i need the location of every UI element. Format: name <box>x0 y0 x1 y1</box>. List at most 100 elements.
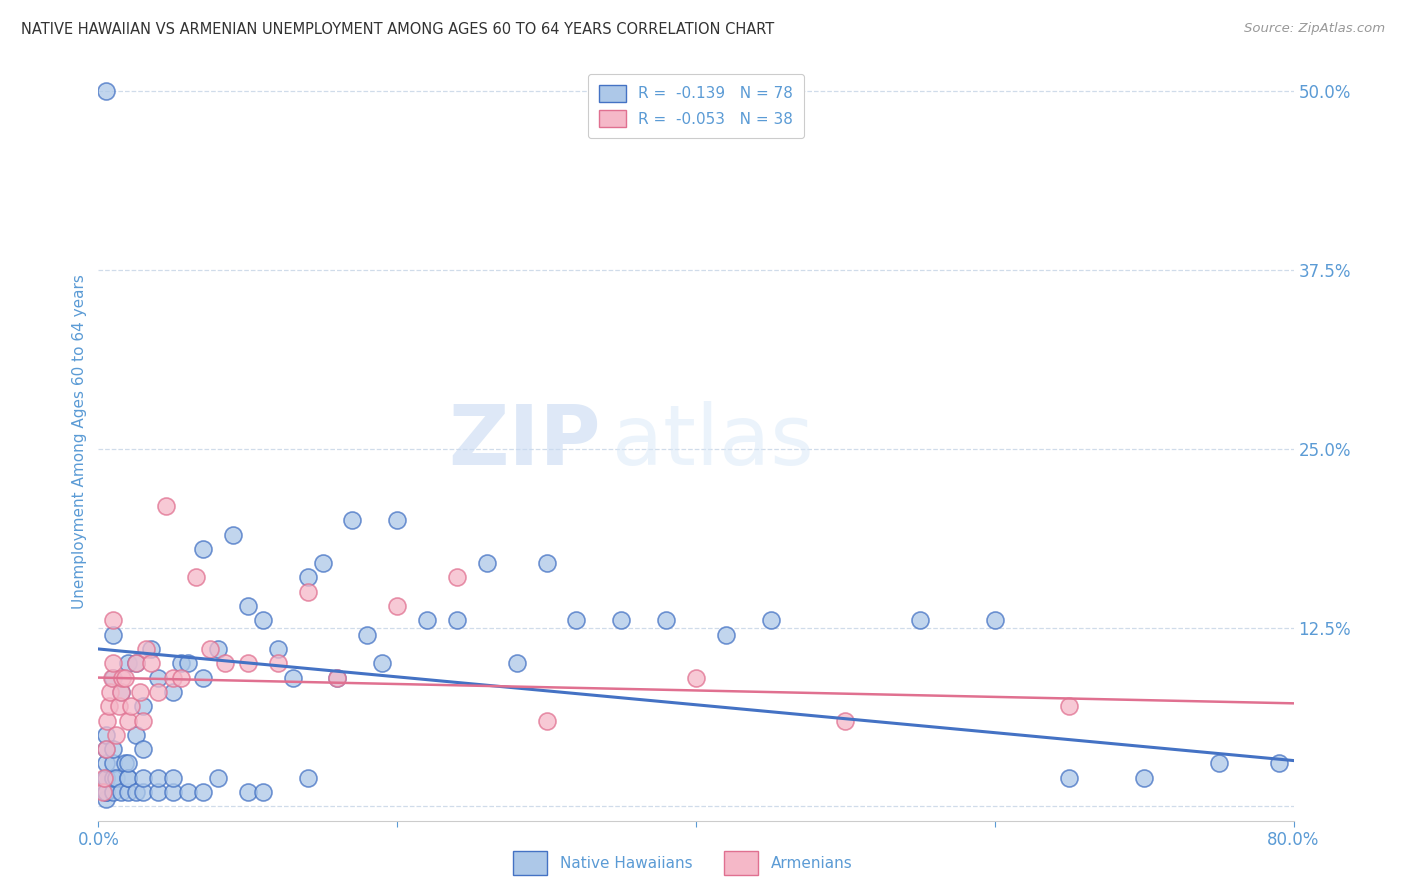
Point <box>148 785 170 799</box>
Point <box>105 728 128 742</box>
Point <box>94 742 117 756</box>
Point <box>297 584 319 599</box>
Point <box>94 771 117 785</box>
Point <box>132 714 155 728</box>
Point <box>148 685 170 699</box>
Point <box>267 657 290 671</box>
Point <box>94 771 117 785</box>
Point <box>984 613 1007 627</box>
Text: ZIP: ZIP <box>449 401 600 482</box>
Point <box>117 657 139 671</box>
Point <box>155 499 177 513</box>
Point <box>162 785 184 799</box>
Point <box>129 685 152 699</box>
Point <box>311 556 333 570</box>
Point <box>416 613 439 627</box>
FancyBboxPatch shape <box>724 851 758 875</box>
Point <box>536 714 558 728</box>
Point <box>536 556 558 570</box>
Point <box>132 699 155 714</box>
Point <box>371 657 394 671</box>
Point <box>108 699 131 714</box>
Point <box>125 785 148 799</box>
Point <box>191 785 214 799</box>
Point <box>114 756 136 771</box>
Point <box>117 714 139 728</box>
Point <box>475 556 498 570</box>
Point <box>385 599 409 613</box>
Point <box>252 785 274 799</box>
Point <box>356 628 378 642</box>
Point <box>117 785 139 799</box>
Point <box>101 671 124 685</box>
Point <box>132 742 155 756</box>
Point <box>908 613 931 627</box>
Point <box>214 657 236 671</box>
Point <box>114 671 136 685</box>
Point <box>117 771 139 785</box>
Point <box>342 513 364 527</box>
Point <box>169 657 191 671</box>
Point <box>565 613 588 627</box>
Point <box>297 771 319 785</box>
Point <box>125 657 148 671</box>
Point <box>236 657 259 671</box>
Point <box>385 513 409 527</box>
Text: Native Hawaiians: Native Hawaiians <box>560 855 692 871</box>
Point <box>135 642 157 657</box>
FancyBboxPatch shape <box>513 851 547 875</box>
Point <box>139 642 162 657</box>
Text: Source: ZipAtlas.com: Source: ZipAtlas.com <box>1244 22 1385 36</box>
Point <box>162 685 184 699</box>
Point <box>177 657 200 671</box>
Point <box>655 613 678 627</box>
Point <box>148 671 170 685</box>
Point <box>834 714 856 728</box>
Y-axis label: Unemployment Among Ages 60 to 64 years: Unemployment Among Ages 60 to 64 years <box>72 274 87 609</box>
Point <box>297 570 319 584</box>
Point <box>132 785 155 799</box>
Point <box>148 771 170 785</box>
Point <box>94 728 117 742</box>
Point <box>94 742 117 756</box>
Point <box>759 613 782 627</box>
Point <box>110 685 132 699</box>
Point <box>191 541 214 556</box>
Point <box>281 671 304 685</box>
Point <box>103 742 125 756</box>
Point <box>685 671 707 685</box>
Point <box>103 657 125 671</box>
Point <box>169 671 191 685</box>
Point <box>326 671 349 685</box>
Point <box>139 657 162 671</box>
Point <box>103 613 125 627</box>
Point <box>103 771 125 785</box>
Point <box>200 642 222 657</box>
Point <box>267 642 290 657</box>
Point <box>125 657 148 671</box>
Point <box>177 785 200 799</box>
Point <box>117 756 139 771</box>
Point <box>91 785 114 799</box>
Point <box>117 771 139 785</box>
Point <box>110 785 132 799</box>
Point <box>162 671 184 685</box>
Point <box>1059 699 1081 714</box>
Point <box>207 642 229 657</box>
Point <box>94 785 117 799</box>
Point <box>714 628 737 642</box>
Point <box>446 613 468 627</box>
Point <box>105 771 128 785</box>
Point <box>94 771 117 785</box>
Point <box>506 657 529 671</box>
Point <box>103 785 125 799</box>
Point <box>132 771 155 785</box>
Point <box>120 699 142 714</box>
Text: Armenians: Armenians <box>770 855 852 871</box>
Point <box>191 671 214 685</box>
Point <box>1133 771 1156 785</box>
Point <box>184 570 207 584</box>
Point <box>610 613 633 627</box>
Point <box>96 714 118 728</box>
Point <box>326 671 349 685</box>
